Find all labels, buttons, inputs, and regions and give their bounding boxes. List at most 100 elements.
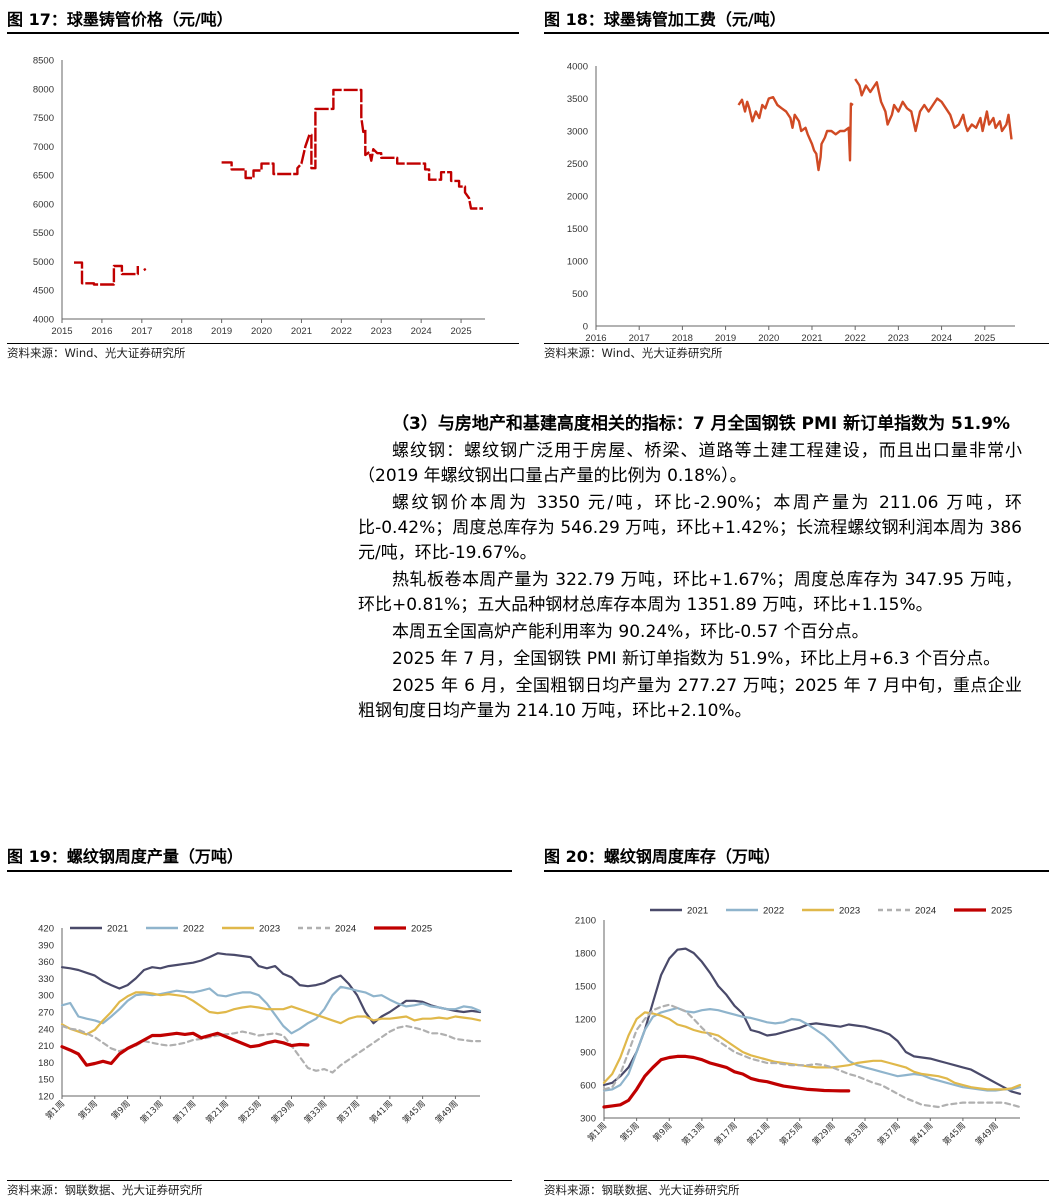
fig20-series-2023 [602,1011,1022,1091]
fig17-top-rule [7,32,519,34]
fig20-legend-label: 2022 [763,906,784,917]
paragraph-hot-rolled: 热轧板卷本周产量为 322.79 万吨，环比+1.67%；周度总库存为 347.… [358,570,1022,615]
fig20-legend-label: 2025 [991,906,1012,917]
fig20-legend-label: 2024 [915,906,936,917]
fig18-bottom-rule [544,343,1049,344]
fig19-ytick-label: 180 [38,1058,54,1069]
fig20-xtick-label: 第33周 [843,1120,870,1147]
fig19-ytick-label: 360 [38,957,54,968]
fig18-ytick-label: 0 [583,322,588,333]
fig20-series-2024 [602,1003,1022,1109]
fig19-series-2025 [60,1031,310,1067]
fig18-ytick-label: 3000 [567,127,588,138]
fig17-xtick-label: 2021 [291,326,312,337]
fig18-xtick-label: 2019 [715,333,736,344]
fig18-xtick-label: 2016 [585,333,606,344]
fig17-xtick-label: 2020 [251,326,272,337]
fig17-ytick-label: 8500 [33,56,54,67]
fig19-ytick-label: 300 [38,991,54,1002]
fig19-xtick-label: 第49周 [433,1098,460,1125]
fig18-xtick-label: 2025 [974,333,995,344]
fig17-xtick-label: 2018 [171,326,192,337]
fig19-ytick-label: 270 [38,1008,54,1019]
fig19-ytick-label: 240 [38,1024,54,1035]
fig18-ytick-label: 4000 [567,62,588,73]
fig20-ytick-label: 1200 [575,1015,596,1026]
fig18-xtick-label: 2023 [888,333,909,344]
fig20-xtick-label: 第17周 [712,1120,739,1147]
fig19-legend-label: 2025 [411,924,432,935]
paragraph-blast-furnace: 本周五全国高炉产能利用率为 90.24%，环比-0.57 个百分点。 [392,622,869,642]
fig20-xtick-label: 第49周 [973,1120,1000,1147]
fig18-ytick-label: 500 [572,289,588,300]
fig19-source: 资料来源：钢联数据、光大证券研究所 [7,1183,203,1197]
fig19-xtick-label: 第45周 [400,1098,427,1125]
fig20-xtick-label: 第41周 [908,1120,935,1147]
fig17-series-line [143,267,147,272]
fig17-series-line [74,261,139,286]
fig20-title: 图 20：螺纹钢周度库存（万吨） [544,847,780,866]
fig19-chart: 120150180210240270300330360390420第1周 第5周第… [38,924,482,1126]
fig18-xtick-label: 2020 [758,333,779,344]
fig19-ytick-label: 390 [38,940,54,951]
fig17-ytick-label: 7500 [33,113,54,124]
fig18-xtick-label: 2024 [931,333,952,344]
fig19-xtick-label: 第29周 [269,1098,296,1125]
fig19-ytick-label: 420 [38,924,54,935]
fig18-ytick-label: 2000 [567,192,588,203]
fig20-series-2021 [602,947,1022,1095]
fig19-ytick-label: 150 [38,1075,54,1086]
fig19-xtick-label: 第37周 [335,1098,362,1125]
fig17-ytick-label: 4500 [33,286,54,297]
paragraph-rebar-price: 螺纹钢价本周为 3350 元/吨，环比-2.90%；本周产量为 211.06 万… [358,493,1022,563]
fig20-ytick-label: 900 [580,1048,596,1059]
fig18-ytick-label: 2500 [567,159,588,170]
fig18-xtick-label: 2018 [672,333,693,344]
fig17-xtick-label: 2022 [331,326,352,337]
fig19-legend-label: 2023 [259,924,280,935]
fig18-ytick-label: 1500 [567,224,588,235]
fig18-xtick-label: 2021 [801,333,822,344]
fig19-xtick-label: 第33周 [302,1098,329,1125]
fig17-ytick-label: 5500 [33,228,54,239]
fig18-xtick-label: 2017 [629,333,650,344]
fig20-ytick-label: 2100 [575,916,596,927]
fig20-xtick-label: 第45周 [941,1120,968,1147]
fig17-xtick-label: 2017 [131,326,152,337]
fig18-xtick-label: 2022 [845,333,866,344]
fig17-chart: 4000 4500 5000 5500 6000 6500 7000 7500 8000 8500… [33,56,485,337]
fig20-top-rule [544,870,1049,872]
fig20-xtick-label: 第13周 [680,1120,707,1147]
fig17-source: 资料来源：Wind、光大证券研究所 [7,346,186,360]
paragraph-crude-steel: 2025 年 6 月，全国粗钢日均产量为 277.27 万吨；2025 年 7 … [358,676,1022,721]
fig20-legend-label: 2021 [687,906,708,917]
fig20-bottom-rule [544,1180,1049,1181]
fig19-xtick-label: 第41周 [368,1098,395,1125]
fig17-series-line [221,88,483,210]
section-heading: （3）与房地产和基建高度相关的指标：7 月全国钢铁 PMI 新订单指数为 51.… [392,414,1011,434]
fig17-ytick-label: 4000 [33,315,54,326]
fig19-xtick-label: 第9周 [109,1098,133,1122]
fig17-xtick-label: 2015 [51,326,72,337]
fig17-title: 图 17：球墨铸管价格（元/吨） [7,10,233,29]
fig17-ytick-label: 7000 [33,142,54,153]
fig19-xtick-label: 第21周 [204,1098,231,1125]
fig20-ytick-label: 1500 [575,982,596,993]
fig20-ytick-label: 600 [580,1081,596,1092]
fig18-top-rule [544,32,1049,34]
fig17-bottom-rule [7,343,519,344]
fig19-series-2023 [60,991,482,1036]
fig20-series-2025 [602,1054,851,1109]
fig20-series-2022 [602,1006,1022,1092]
fig20-legend-label: 2023 [839,906,860,917]
fig19-bottom-rule [7,1180,512,1181]
fig17-ytick-label: 8000 [33,84,54,95]
fig19-legend-label: 2022 [183,924,204,935]
fig18-source: 资料来源：Wind、光大证券研究所 [544,346,723,360]
paragraph-pmi: 2025 年 7 月，全国钢铁 PMI 新订单指数为 51.9%，环比上月+6.… [392,649,1001,669]
fig19-ytick-label: 330 [38,974,54,985]
fig18-series-line [854,78,1013,140]
fig19-xtick-label: 第17周 [171,1098,198,1125]
fig19-title: 图 19：螺纹钢周度产量（万吨） [7,847,243,866]
